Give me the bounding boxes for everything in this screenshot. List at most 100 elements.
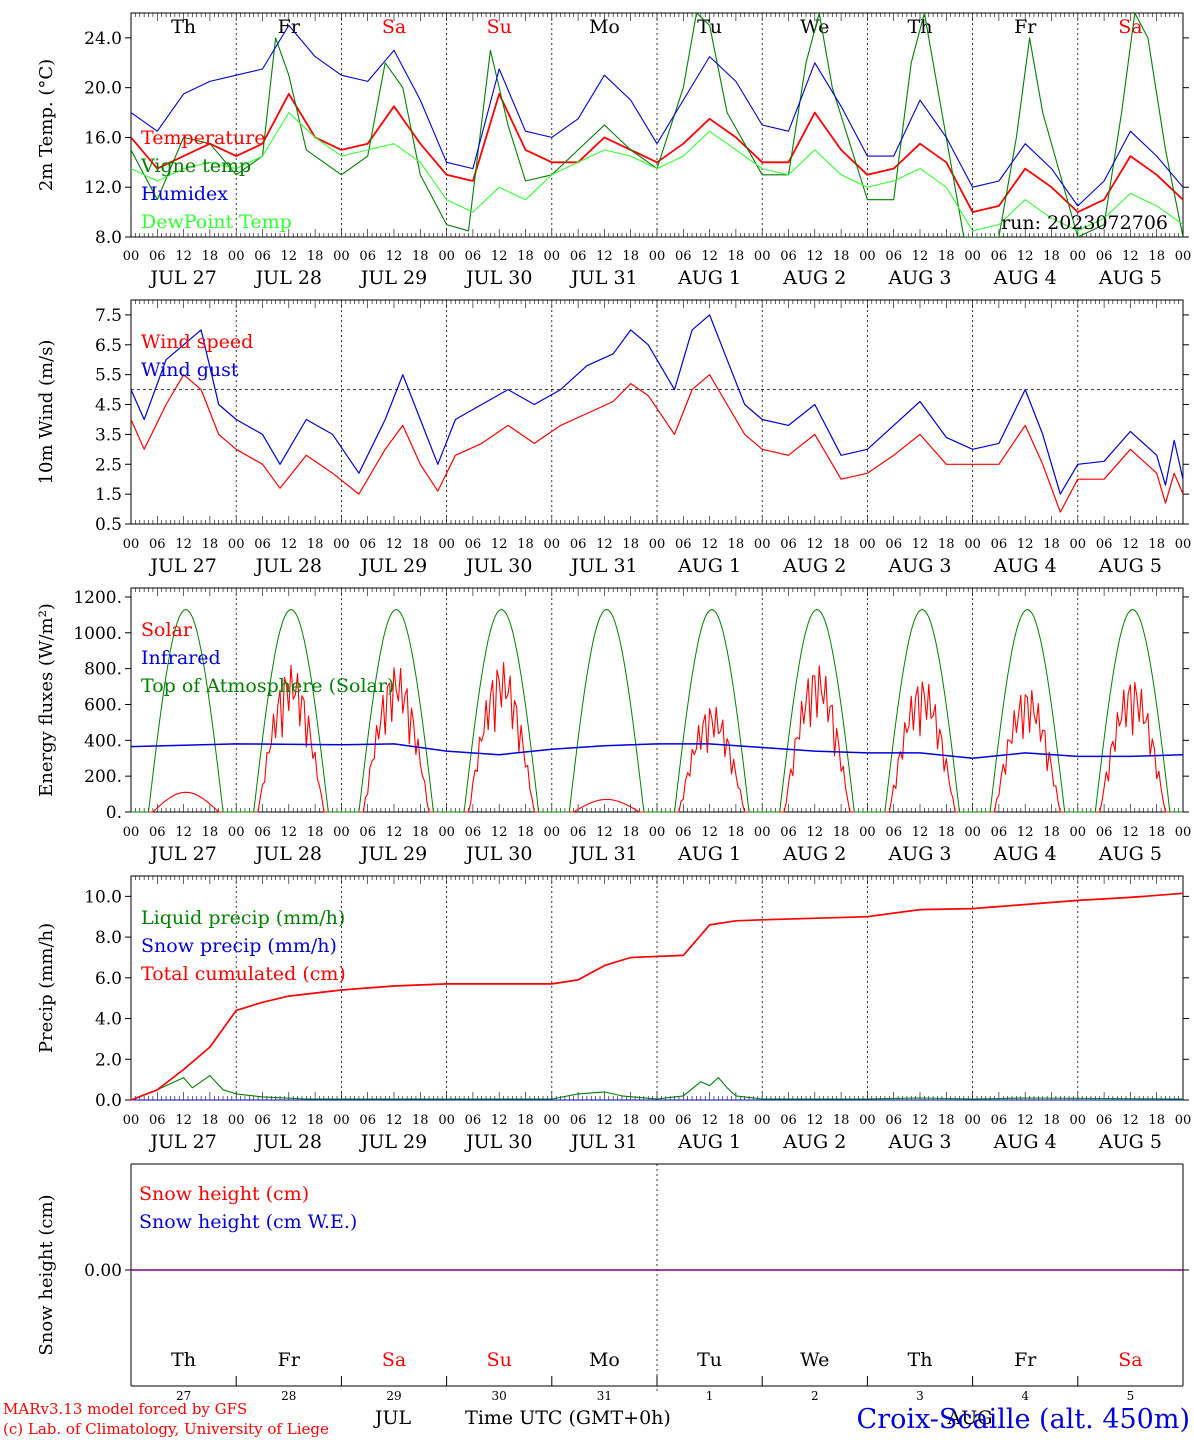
date-label: AUG 2 bbox=[782, 843, 846, 865]
y-tick-label: 6.5 bbox=[95, 336, 122, 356]
hour-tick-label: 12 bbox=[1017, 825, 1034, 840]
time-axis-label: Time UTC (GMT+0h) bbox=[465, 1407, 671, 1429]
hour-tick-label: 12 bbox=[1122, 1113, 1139, 1128]
solar-curve bbox=[148, 791, 224, 813]
hour-tick-label: 18 bbox=[833, 537, 850, 552]
hour-tick-label: 06 bbox=[359, 825, 376, 840]
date-label: AUG 1 bbox=[677, 267, 741, 289]
station-name: Croix-Scaille (alt. 450m) bbox=[857, 1404, 1190, 1435]
day-number: 31 bbox=[597, 1389, 612, 1403]
hour-tick-label: 18 bbox=[517, 537, 534, 552]
hour-tick-label: 18 bbox=[833, 1113, 850, 1128]
series-red-line bbox=[130, 892, 1184, 1101]
hour-tick-label: 06 bbox=[675, 825, 692, 840]
hour-tick-label: 00 bbox=[1175, 1113, 1192, 1128]
hour-tick-label: 00 bbox=[1175, 825, 1192, 840]
series-green-line bbox=[131, 13, 1183, 237]
y-tick-label: 6.0 bbox=[95, 969, 122, 989]
hour-tick-label: 12 bbox=[386, 537, 403, 552]
weekday-label: Fr bbox=[1014, 16, 1037, 38]
date-label: JUL 27 bbox=[148, 843, 216, 865]
legend-entry: Wind gust bbox=[141, 359, 239, 381]
energy-panel: 0. 200. 400. 600. 800. 1000. 1200. Energy fluxe… bbox=[36, 587, 1192, 865]
hour-tick-label: 00 bbox=[1175, 537, 1192, 552]
hour-tick-label: 06 bbox=[780, 1113, 797, 1128]
y-tick-label: 10.0 bbox=[84, 887, 122, 907]
hour-tick-label: 00 bbox=[964, 249, 981, 264]
hour-tick-label: 00 bbox=[544, 537, 561, 552]
date-label: AUG 5 bbox=[1098, 267, 1162, 289]
hour-tick-label: 06 bbox=[149, 1113, 166, 1128]
weekday-label: Th bbox=[908, 1349, 933, 1371]
series-lightgreen-line bbox=[131, 112, 1183, 232]
hour-tick-label: 18 bbox=[1148, 825, 1165, 840]
hour-tick-label: 18 bbox=[728, 1113, 745, 1128]
hour-tick-label: 06 bbox=[675, 1113, 692, 1128]
hour-tick-label: 12 bbox=[386, 1113, 403, 1128]
solar-curve bbox=[569, 798, 644, 813]
day-number: 3 bbox=[916, 1389, 924, 1403]
y-tick-label: 200. bbox=[84, 767, 122, 787]
y-tick-label: 400. bbox=[84, 731, 122, 751]
hour-tick-label: 06 bbox=[885, 1113, 902, 1128]
y-tick-label: 12.0 bbox=[84, 178, 122, 198]
weekday-label: Fr bbox=[1014, 1349, 1037, 1371]
hour-tick-label: 18 bbox=[728, 537, 745, 552]
hour-tick-label: 18 bbox=[412, 1113, 429, 1128]
date-label: AUG 3 bbox=[887, 843, 951, 865]
date-label: AUG 4 bbox=[993, 1131, 1057, 1153]
hour-tick-label: 06 bbox=[570, 537, 587, 552]
hour-tick-label: 12 bbox=[175, 1113, 192, 1128]
model-credit: MARv3.13 model forced by GFS bbox=[3, 1400, 247, 1418]
hour-tick-label: 06 bbox=[885, 825, 902, 840]
date-label: AUG 3 bbox=[887, 1131, 951, 1153]
hour-tick-label: 18 bbox=[307, 1113, 324, 1128]
date-label: JUL 28 bbox=[254, 267, 322, 289]
hour-tick-label: 12 bbox=[491, 249, 508, 264]
legend-entry: Liquid precip (mm/h) bbox=[141, 907, 345, 929]
hour-tick-label: 18 bbox=[728, 249, 745, 264]
hour-tick-label: 12 bbox=[281, 537, 298, 552]
hour-tick-label: 00 bbox=[228, 537, 245, 552]
y-tick-label: 2.5 bbox=[95, 455, 122, 475]
hour-tick-label: 12 bbox=[596, 249, 613, 264]
hour-tick-label: 12 bbox=[281, 825, 298, 840]
solar-curve bbox=[779, 665, 855, 813]
y-tick-label: 600. bbox=[84, 695, 122, 715]
solar-curve bbox=[1095, 681, 1170, 813]
hour-tick-label: 06 bbox=[465, 825, 482, 840]
temperature-plot bbox=[131, 13, 1183, 237]
weekday-label: We bbox=[800, 16, 829, 38]
y-tick-label: 16.0 bbox=[84, 128, 122, 148]
y-tick-label: 5.5 bbox=[95, 366, 122, 386]
date-label: JUL 28 bbox=[254, 555, 322, 577]
hour-tick-label: 00 bbox=[438, 825, 455, 840]
hour-tick-label: 18 bbox=[622, 1113, 639, 1128]
day-number: 1 bbox=[706, 1389, 714, 1403]
hour-tick-label: 18 bbox=[938, 1113, 955, 1128]
run-label: run: 2023072706 bbox=[1001, 212, 1168, 234]
snow-panel: 0.00 Snow height (cm) Snow height (cm) Snow… bbox=[36, 1163, 1189, 1403]
y-tick-label: 1200. bbox=[73, 588, 122, 608]
legend-entry: Temperature bbox=[141, 127, 265, 149]
y-tick-label: 4.0 bbox=[95, 1010, 122, 1030]
hour-tick-label: 18 bbox=[938, 825, 955, 840]
hour-tick-label: 06 bbox=[1096, 1113, 1113, 1128]
hour-tick-label: 00 bbox=[1175, 249, 1192, 264]
infrared-line bbox=[130, 743, 1184, 759]
date-label: JUL 27 bbox=[148, 267, 216, 289]
hour-tick-label: 12 bbox=[701, 537, 718, 552]
date-label: JUL 27 bbox=[148, 555, 216, 577]
date-label: JUL 31 bbox=[569, 843, 637, 865]
date-label: AUG 5 bbox=[1098, 1131, 1162, 1153]
hour-tick-label: 18 bbox=[1043, 1113, 1060, 1128]
date-label: JUL 31 bbox=[569, 1131, 637, 1153]
y-tick-label: 1000. bbox=[73, 624, 122, 644]
hour-tick-label: 18 bbox=[938, 537, 955, 552]
hour-tick-label: 18 bbox=[202, 1113, 219, 1128]
weekday-label: Th bbox=[171, 16, 196, 38]
hour-tick-label: 18 bbox=[622, 537, 639, 552]
date-label: AUG 2 bbox=[782, 555, 846, 577]
date-label: AUG 2 bbox=[782, 267, 846, 289]
legend-entry: Vigne temp bbox=[140, 155, 251, 177]
